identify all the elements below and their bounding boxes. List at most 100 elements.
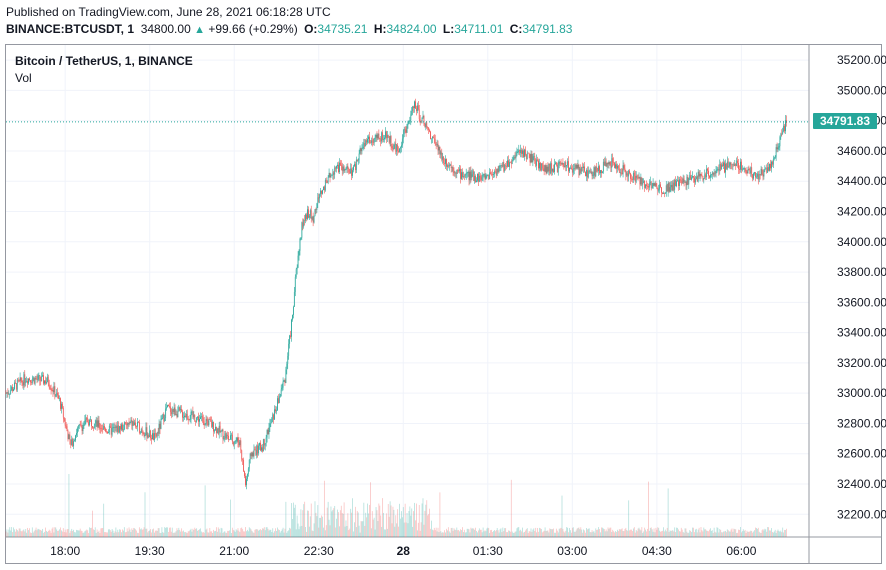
- candle-body: [742, 168, 744, 170]
- volume-bar: [493, 530, 495, 537]
- volume-bar: [196, 528, 198, 537]
- volume-bar: [586, 529, 588, 537]
- candle-body: [187, 418, 189, 420]
- volume-bar: [567, 527, 569, 537]
- candle-body: [559, 162, 561, 164]
- volume-bar: [531, 531, 533, 537]
- volume-bar: [108, 529, 110, 537]
- candle-body: [711, 172, 713, 175]
- candle-body: [113, 427, 115, 428]
- volume-bar: [402, 507, 404, 537]
- volume-bar: [669, 530, 671, 537]
- volume-bar: [239, 532, 241, 537]
- candle-body: [455, 172, 457, 174]
- volume-bar: [462, 527, 463, 537]
- volume-bar: [374, 529, 376, 537]
- volume-bar: [54, 527, 56, 537]
- volume-bar: [368, 513, 369, 537]
- volume-bar: [443, 532, 445, 537]
- candle-body: [56, 392, 58, 396]
- volume-bar: [680, 527, 682, 537]
- volume-bar: [210, 531, 212, 537]
- candle-body: [196, 417, 198, 422]
- volume-bar: [405, 522, 407, 537]
- volume-bar: [226, 532, 228, 537]
- candle-body: [371, 140, 373, 143]
- volume-bar: [601, 527, 602, 537]
- volume-bar: [269, 529, 271, 537]
- candle-body: [493, 174, 494, 175]
- volume-bar: [170, 531, 172, 537]
- candle-body: [694, 178, 696, 183]
- candle-body: [195, 421, 197, 423]
- volume-bar: [671, 530, 673, 537]
- volume-bar: [161, 527, 163, 537]
- candle-body: [590, 171, 592, 173]
- volume-bar: [647, 528, 648, 537]
- volume-bar: [312, 531, 314, 537]
- candle-body: [295, 269, 297, 278]
- candle-body: [308, 209, 309, 218]
- volume-bar: [694, 529, 696, 537]
- candle-body: [138, 421, 139, 423]
- candle-body: [282, 381, 284, 388]
- candle-body: [309, 210, 311, 216]
- volume-bar: [255, 529, 257, 537]
- volume-bar: [13, 527, 14, 537]
- candle-body: [591, 171, 593, 176]
- volume-bar: [159, 532, 161, 537]
- candle-body: [181, 409, 183, 412]
- candle-body: [340, 165, 342, 166]
- volume-bar: [344, 526, 346, 537]
- candle-body: [665, 185, 667, 194]
- candle-body: [13, 388, 14, 391]
- volume-bar: [473, 528, 475, 537]
- volume-bar: [431, 529, 433, 537]
- candle-body: [662, 192, 663, 194]
- candle-body: [166, 407, 167, 409]
- candle-body: [188, 419, 190, 420]
- candle-body: [158, 423, 160, 434]
- candle-body: [759, 174, 761, 175]
- candle-body: [75, 435, 76, 441]
- volume-bar: [486, 528, 488, 537]
- volume-bar: [449, 532, 451, 537]
- volume-bar: [476, 530, 477, 537]
- volume-bar: [358, 525, 360, 537]
- candle-body: [7, 392, 9, 395]
- volume-bar: [175, 531, 177, 537]
- volume-bar: [479, 529, 481, 537]
- volume-bar: [148, 531, 150, 537]
- candle-body: [766, 168, 768, 173]
- symbol-label[interactable]: BINANCE:BTCUSDT, 1: [6, 22, 135, 36]
- candle-body: [470, 171, 472, 178]
- candle-body: [260, 442, 261, 451]
- candle-body: [311, 217, 313, 219]
- candle-body: [326, 182, 328, 184]
- volume-bar: [291, 503, 292, 537]
- volume-bar: [693, 527, 694, 537]
- volume-bar: [503, 531, 505, 537]
- candle-body: [167, 404, 168, 408]
- volume-bar: [733, 528, 735, 537]
- candle-body: [245, 476, 246, 486]
- candle-body: [327, 177, 329, 183]
- volume-bar: [589, 532, 591, 537]
- candle-body: [475, 175, 476, 183]
- volume-bar: [232, 529, 234, 537]
- candle-body: [323, 186, 324, 191]
- volume-bar: [128, 527, 130, 537]
- candle-body: [122, 424, 123, 431]
- candle-body: [520, 149, 522, 154]
- volume-bar: [205, 529, 207, 537]
- volume-bar: [103, 503, 105, 537]
- volume-bar: [309, 516, 311, 537]
- candle-body: [366, 140, 368, 143]
- candle-body: [570, 167, 572, 169]
- volume-bar: [417, 522, 419, 537]
- volume-bar: [295, 529, 297, 537]
- candle-body: [280, 389, 282, 397]
- volume-bar: [492, 532, 493, 537]
- volume-bar: [7, 532, 9, 537]
